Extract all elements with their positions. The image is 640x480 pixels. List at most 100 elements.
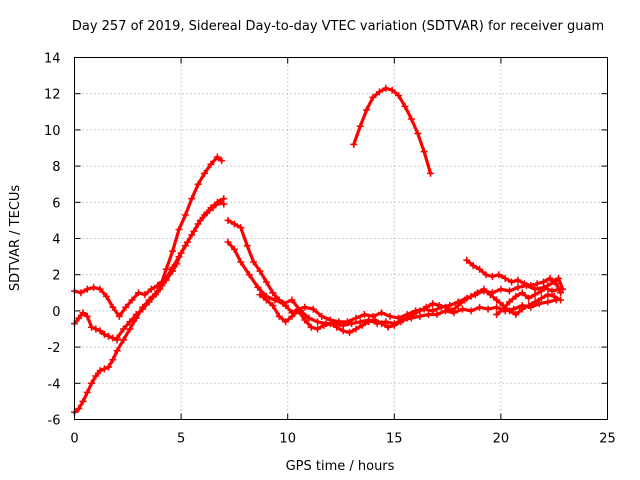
series-trace [465,258,563,295]
data-point [213,198,221,206]
series-arc-A [71,198,228,416]
data-point [544,282,552,290]
data-point [518,289,526,297]
data-point [207,160,215,168]
plot-frame [74,57,608,420]
data-point [275,312,283,320]
data-point [488,273,496,281]
data-point [397,318,405,326]
data-point [113,347,121,355]
data-point [88,323,96,331]
data-point [92,325,100,333]
data-point [514,276,522,284]
data-point [493,296,501,304]
data-point [120,325,128,333]
data-point [314,318,322,326]
data-point [505,298,513,306]
data-series [71,84,567,416]
data-point [305,314,313,322]
data-point [288,312,296,320]
data-point [435,301,443,309]
data-point [386,312,394,320]
data-point [407,115,415,123]
data-point [554,274,562,282]
data-point [424,311,432,319]
data-point [348,320,356,328]
axis-ticks: 0 5 10 15 20 25 -6 -4 -2 0 2 4 6 8 10 12 14 [44,52,616,447]
data-point [181,211,189,219]
series-arc-G [256,285,565,337]
data-point [282,318,290,326]
data-point [162,265,170,273]
data-point [486,291,494,299]
data-point [109,356,117,364]
data-point [113,334,121,342]
series-arc-H [350,84,435,177]
data-point [409,311,417,319]
data-point [318,312,326,320]
data-point [390,321,398,329]
data-point [105,363,113,371]
data-point [194,180,202,188]
y-tick-label: 4 [52,233,60,248]
data-point [256,291,264,299]
data-point [92,372,100,380]
data-point [535,300,543,308]
data-point [482,271,490,279]
data-point [395,92,403,100]
x-tick-label: 15 [386,432,403,447]
data-point [356,318,364,326]
data-point [371,316,379,324]
data-point [531,291,539,299]
data-point [557,289,565,297]
data-point [243,242,251,250]
data-point [301,303,309,311]
y-tick-label: 12 [44,88,61,103]
data-point [79,309,87,317]
data-point [188,231,196,239]
data-point [333,323,341,331]
data-point [514,283,522,291]
series-arc-C [71,153,226,320]
data-point [525,294,533,302]
data-point [363,106,371,114]
data-point [480,285,488,293]
data-point [527,282,535,290]
data-point [122,303,130,311]
y-tick-label: -6 [48,414,61,429]
y-tick-label: 0 [52,305,60,320]
data-point [301,316,309,324]
data-point [388,86,396,94]
x-tick-label: 25 [599,432,616,447]
data-point [356,122,364,130]
data-point [309,305,317,313]
data-point [369,93,377,101]
data-point [476,265,484,273]
data-point [96,327,104,335]
data-point [550,292,558,300]
data-point [382,318,390,326]
data-point [441,303,449,311]
data-point [365,318,373,326]
data-point [403,314,411,322]
data-point [224,216,232,224]
data-point [384,323,392,331]
data-point [427,169,435,177]
data-point [559,285,567,293]
data-point [314,325,322,333]
data-point [544,291,552,299]
x-tick-label: 10 [279,432,296,447]
data-point [149,292,157,300]
data-point [548,287,556,295]
data-point [158,282,166,290]
data-point [237,258,245,266]
data-point [537,294,545,302]
data-point [175,253,183,261]
data-point [550,278,558,286]
y-tick-label: 2 [52,269,60,284]
data-point [201,211,209,219]
data-point [346,329,354,337]
data-point [75,314,83,322]
data-point [175,225,183,233]
y-tick-label: 14 [44,52,61,67]
